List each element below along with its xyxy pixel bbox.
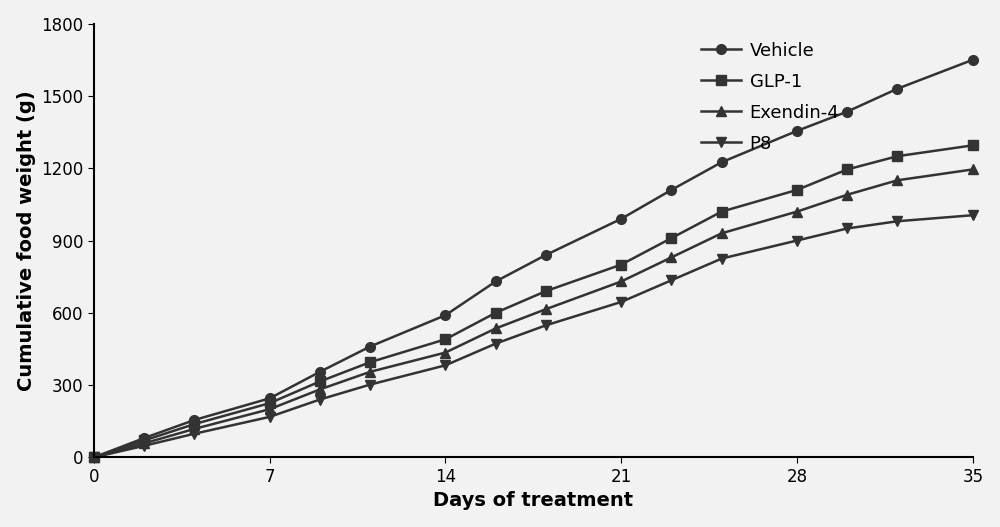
Vehicle <box>188 417 200 423</box>
Vehicle <box>264 395 276 402</box>
GLP-1 <box>314 378 326 385</box>
Vehicle <box>716 159 728 165</box>
Exendin-4 <box>314 386 326 393</box>
P8 <box>841 226 853 232</box>
Vehicle <box>615 216 627 222</box>
Vehicle <box>791 128 803 134</box>
Exendin-4 <box>967 167 979 173</box>
Exendin-4 <box>138 440 150 446</box>
P8 <box>314 396 326 403</box>
GLP-1 <box>891 153 903 159</box>
Exendin-4 <box>716 230 728 237</box>
Vehicle <box>490 278 502 285</box>
Exendin-4 <box>188 426 200 432</box>
P8 <box>615 299 627 305</box>
P8 <box>540 322 552 328</box>
Exendin-4 <box>841 192 853 198</box>
Vehicle <box>138 435 150 441</box>
Vehicle <box>364 344 376 350</box>
GLP-1 <box>264 400 276 406</box>
Y-axis label: Cumulative food weight (g): Cumulative food weight (g) <box>17 90 36 391</box>
P8 <box>891 218 903 225</box>
P8 <box>88 454 100 461</box>
P8 <box>439 362 451 368</box>
GLP-1 <box>540 288 552 294</box>
Vehicle <box>891 85 903 92</box>
Exendin-4 <box>88 454 100 461</box>
Legend: Vehicle, GLP-1, Exendin-4, P8: Vehicle, GLP-1, Exendin-4, P8 <box>692 33 848 162</box>
Exendin-4 <box>665 254 677 260</box>
Vehicle <box>540 252 552 258</box>
Vehicle <box>841 109 853 115</box>
GLP-1 <box>716 209 728 215</box>
Exendin-4 <box>490 325 502 331</box>
P8 <box>490 340 502 347</box>
Line: Vehicle: Vehicle <box>89 55 978 462</box>
P8 <box>364 382 376 388</box>
GLP-1 <box>188 421 200 427</box>
Vehicle <box>439 312 451 318</box>
P8 <box>665 277 677 284</box>
Exendin-4 <box>791 209 803 215</box>
GLP-1 <box>138 437 150 444</box>
Vehicle <box>314 369 326 375</box>
Line: P8: P8 <box>89 210 978 462</box>
GLP-1 <box>967 142 979 149</box>
GLP-1 <box>615 261 627 268</box>
Line: Exendin-4: Exendin-4 <box>89 164 978 462</box>
GLP-1 <box>791 187 803 193</box>
GLP-1 <box>665 235 677 241</box>
GLP-1 <box>490 310 502 316</box>
Vehicle <box>665 187 677 193</box>
Vehicle <box>967 56 979 63</box>
GLP-1 <box>841 167 853 173</box>
Exendin-4 <box>364 369 376 375</box>
GLP-1 <box>364 359 376 365</box>
P8 <box>716 256 728 262</box>
Exendin-4 <box>264 406 276 412</box>
P8 <box>188 431 200 437</box>
P8 <box>791 237 803 243</box>
P8 <box>264 414 276 420</box>
Line: GLP-1: GLP-1 <box>89 141 978 462</box>
P8 <box>967 212 979 218</box>
GLP-1 <box>439 336 451 343</box>
GLP-1 <box>88 454 100 461</box>
Exendin-4 <box>439 349 451 356</box>
Exendin-4 <box>891 177 903 183</box>
Exendin-4 <box>615 278 627 285</box>
P8 <box>138 443 150 449</box>
X-axis label: Days of treatment: Days of treatment <box>433 491 633 510</box>
Exendin-4 <box>540 306 552 313</box>
Vehicle <box>88 454 100 461</box>
